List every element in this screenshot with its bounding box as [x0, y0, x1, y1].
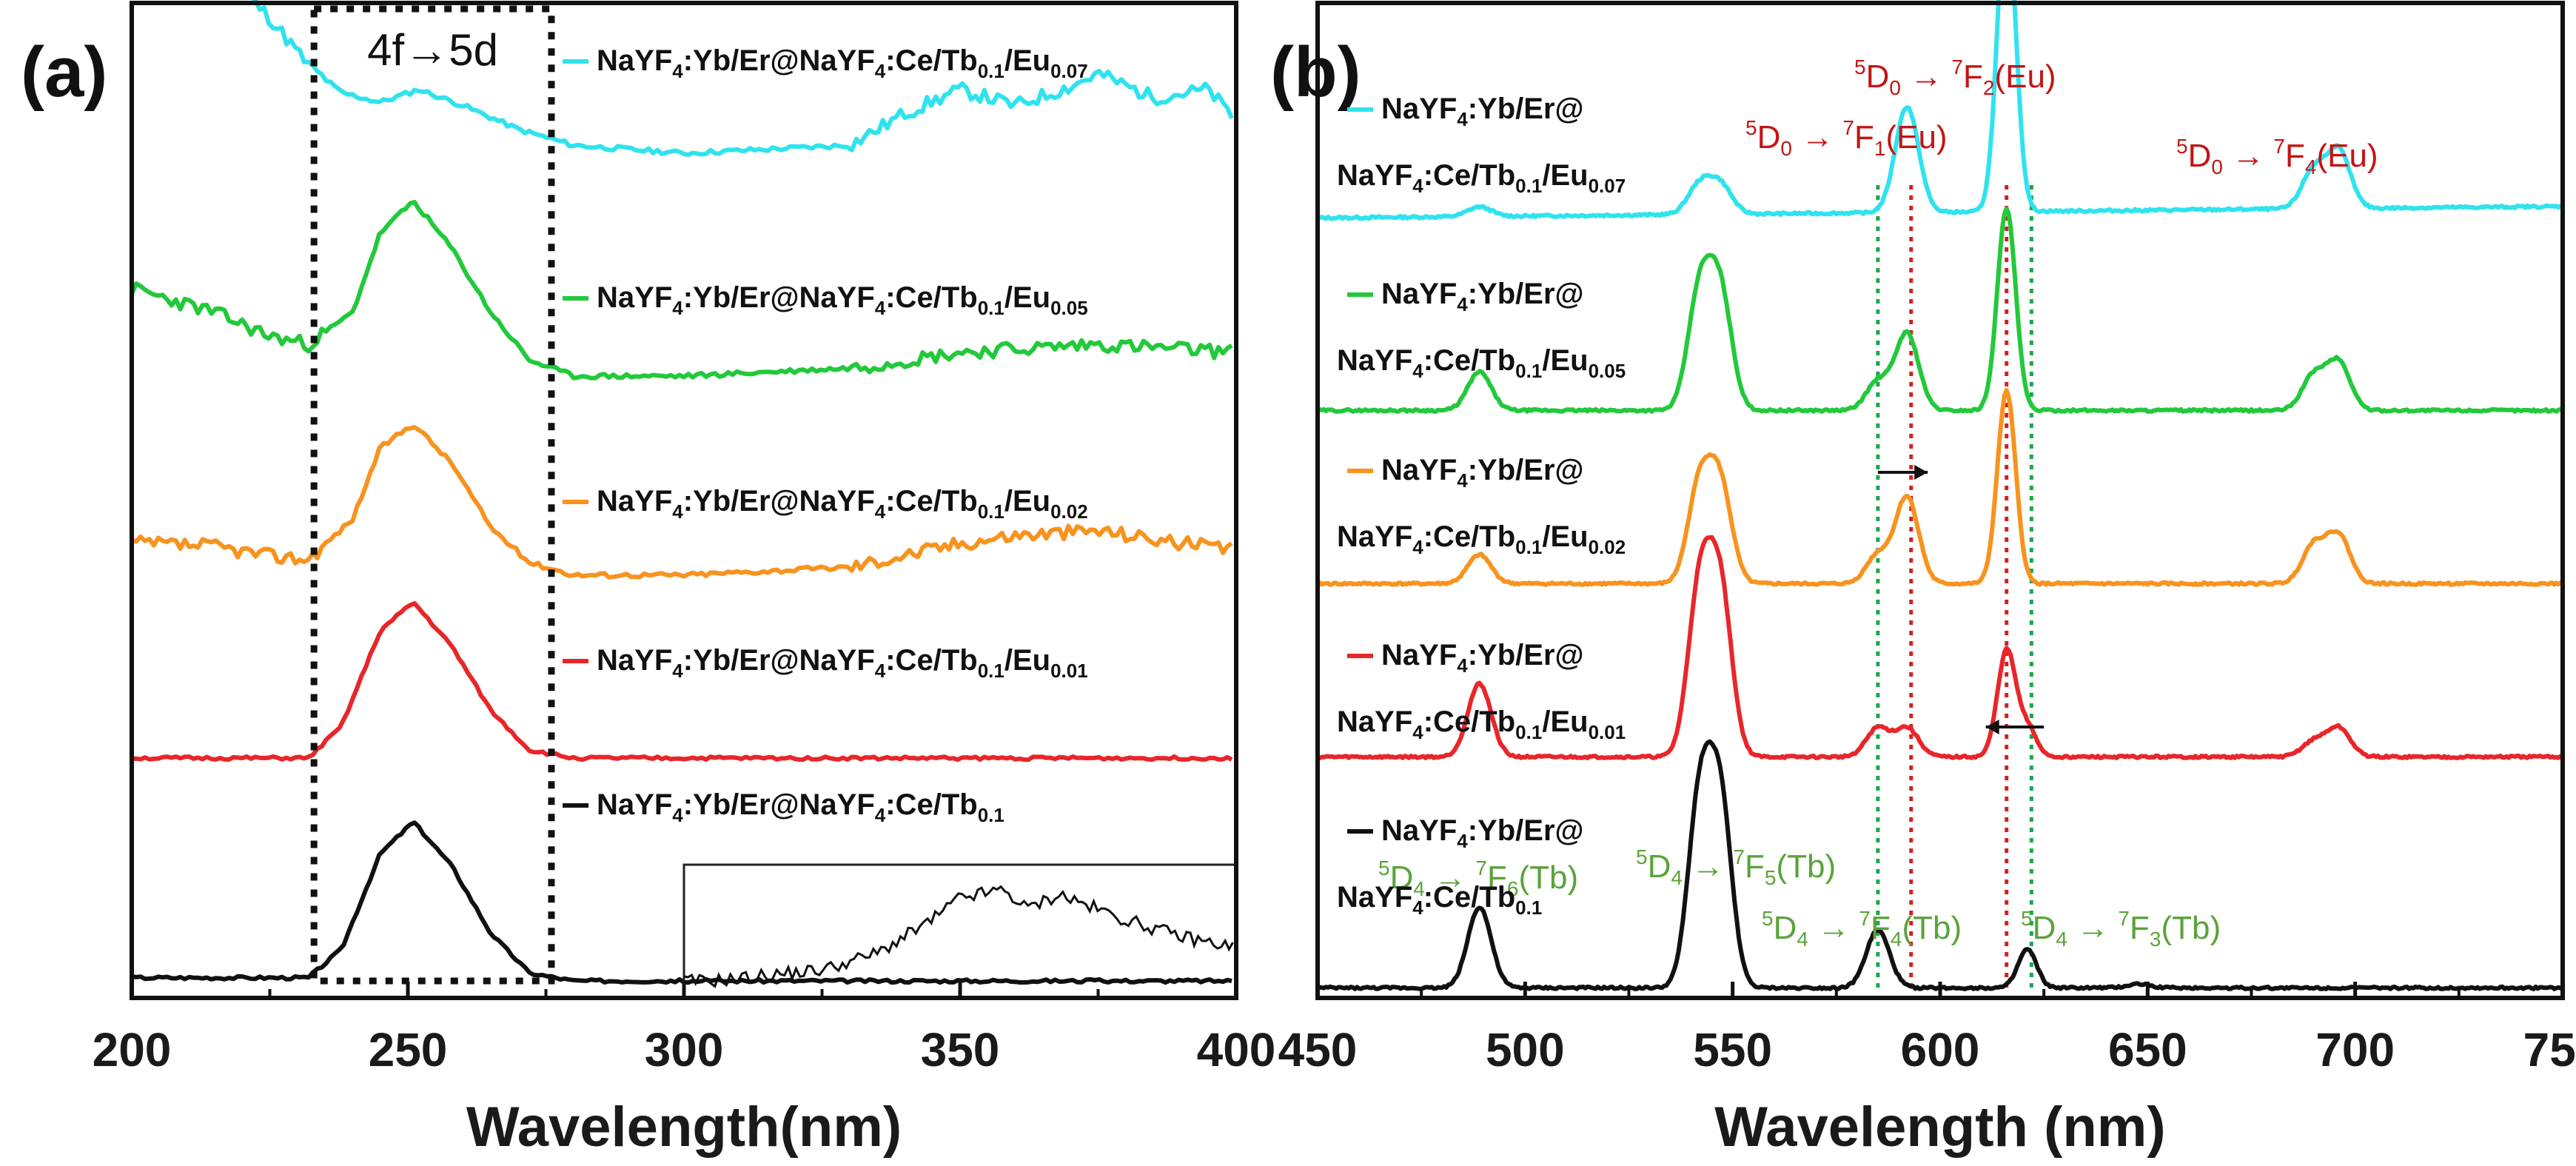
panel-a-inset-curve: [683, 885, 1234, 988]
x-tick-label-b-700: 700: [2315, 1023, 2395, 1076]
tb-transition-label-2: 5D4 → 7F4(Tb): [1762, 907, 1962, 951]
panel-a-legend: NaYF4​:Yb/Er@NaYF4​:Ce/Tb0.1​/Eu0.07​ NaY…: [563, 44, 1088, 826]
x-tick-label-b-600: 600: [1901, 1023, 1980, 1076]
legend-label-red: NaYF4​:Yb/Er@NaYF4​:Ce/Tb0.1​/Eu0.01​: [597, 644, 1088, 682]
legend-b-label-green: NaYF4​:Yb/Er@: [1381, 278, 1584, 315]
legend-b-label-orange: NaYF4​:Yb/Er@: [1381, 454, 1584, 492]
tb-transition-label-1: 5D4 → 7F5(Tb): [1636, 845, 1836, 889]
panel-a: (a) 4f→5d NaYF4​:Yb/Er@NaYF4​:Ce/Tb0.1​/…: [21, 0, 1275, 1159]
x-tick-label-b-650: 650: [2108, 1023, 2187, 1076]
panel-a-box-label: 4f→5d: [367, 25, 498, 75]
panel-b-marker-lines: [1876, 185, 2033, 992]
legend-label-orange: NaYF4​:Yb/Er@NaYF4​:Ce/Tb0.1​/Eu0.02​: [597, 485, 1088, 523]
x-tick-label-b-450: 450: [1278, 1023, 1358, 1076]
x-tick-label-250: 250: [369, 1023, 448, 1076]
series-line-green: [130, 200, 1233, 381]
legend-b-label2-red: NaYF4​:Ce/Tb0.1​/Eu0.01​: [1337, 706, 1626, 743]
panel-b-transition-labels: 5D0 → 7F1(Eu) 5D0 → 7F2(Eu) 5D0 → 7F4(Eu) 5…: [1378, 56, 2378, 951]
tb-transition-label-0: 5D4 → 7F6(Tb): [1378, 857, 1578, 900]
series-line-b-orange: [1317, 388, 2565, 587]
series-line-black: [131, 820, 1232, 985]
x-tick-label-b-550: 550: [1693, 1023, 1772, 1076]
eu-transition-label-2: 5D0 → 7F4(Eu): [2176, 135, 2378, 178]
series-line-red: [131, 601, 1233, 763]
legend-b-label2-orange: NaYF4​:Ce/Tb0.1​/Eu0.02​: [1337, 520, 1626, 558]
series-line-orange: [131, 425, 1233, 580]
x-tick-label-350: 350: [921, 1023, 1000, 1076]
x-tick-label-200: 200: [93, 1023, 172, 1076]
eu-transition-label-1: 5D0 → 7F2(Eu): [1854, 56, 2056, 99]
x-tick-label-300: 300: [645, 1023, 724, 1076]
series-line-b-red: [1316, 535, 2564, 760]
legend-b-label-black: NaYF4​:Yb/Er@: [1381, 814, 1584, 852]
series-line-b-green: [1316, 207, 2564, 414]
x-tick-label-b-750: 750: [2523, 1023, 2576, 1076]
panel-b: (b) 5D0 → 7F1(Eu)5D0 → 7F2(Eu)5D0 → 7F4(…: [1270, 0, 2576, 1159]
legend-b-label-red: NaYF4​:Yb/Er@: [1381, 639, 1584, 677]
legend-label-black: NaYF4​:Yb/Er@NaYF4​:Ce/Tb0.1​: [597, 788, 1004, 826]
shift-arrow-head-orange: [1914, 465, 1928, 480]
legend-b-label2-green: NaYF4​:Ce/Tb0.1​/Eu0.05​: [1337, 344, 1626, 382]
eu-transition-label-0: 5D0 → 7F1(Eu): [1745, 116, 1948, 160]
panel-a-label: (a): [21, 33, 107, 112]
panel-a-x-label: Wavelength(nm): [466, 1096, 902, 1159]
tb-transition-label-3: 5D4 → 7F3(Tb): [2021, 907, 2221, 951]
panel-b-shift-arrows: [1877, 465, 2045, 734]
panel-b-x-label: Wavelength (nm): [1714, 1096, 2165, 1159]
panel-b-legend: NaYF4​:Yb/Er@ NaYF4​:Ce/Tb0.1​/Eu0.07​ NaY…: [1337, 93, 1626, 919]
legend-b-label2-black: NaYF4​:Ce/Tb0.1​: [1337, 881, 1542, 919]
series-line-cyan: [251, 0, 1234, 157]
panel-a-excitation-box: [310, 5, 555, 985]
shift-arrow-head-red: [1985, 720, 1999, 734]
panel-a-x-axis: 200 250 300 350 400: [93, 982, 1276, 1076]
panel-a-curves: [130, 0, 1234, 985]
legend-label-cyan: NaYF4​:Yb/Er@NaYF4​:Ce/Tb0.1​/Eu0.07​: [597, 44, 1088, 82]
legend-label-green: NaYF4​:Yb/Er@NaYF4​:Ce/Tb0.1​/Eu0.05​: [597, 281, 1088, 319]
legend-b-label2-cyan: NaYF4​:Ce/Tb0.1​/Eu0.07​: [1337, 159, 1626, 197]
legend-b-label-cyan: NaYF4​:Yb/Er@: [1381, 93, 1584, 130]
x-tick-label-400: 400: [1197, 1023, 1276, 1076]
x-tick-label-b-500: 500: [1486, 1023, 1565, 1076]
panel-b-x-axis: 450 500 550 600 650 700 750: [1278, 982, 2576, 1076]
series-line-b-cyan: [1317, 0, 2564, 221]
